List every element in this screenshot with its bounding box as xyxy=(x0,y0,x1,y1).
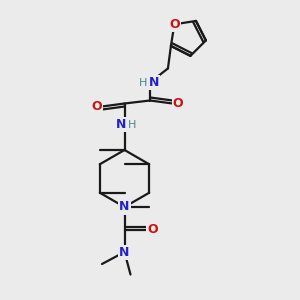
Text: N: N xyxy=(119,245,130,259)
Text: O: O xyxy=(91,100,102,113)
Text: O: O xyxy=(172,97,183,110)
Text: O: O xyxy=(147,223,158,236)
Text: H: H xyxy=(128,119,136,130)
Text: O: O xyxy=(169,18,180,31)
Text: N: N xyxy=(148,76,159,89)
Text: N: N xyxy=(119,200,130,214)
Text: H: H xyxy=(139,77,148,88)
Text: N: N xyxy=(116,118,126,131)
